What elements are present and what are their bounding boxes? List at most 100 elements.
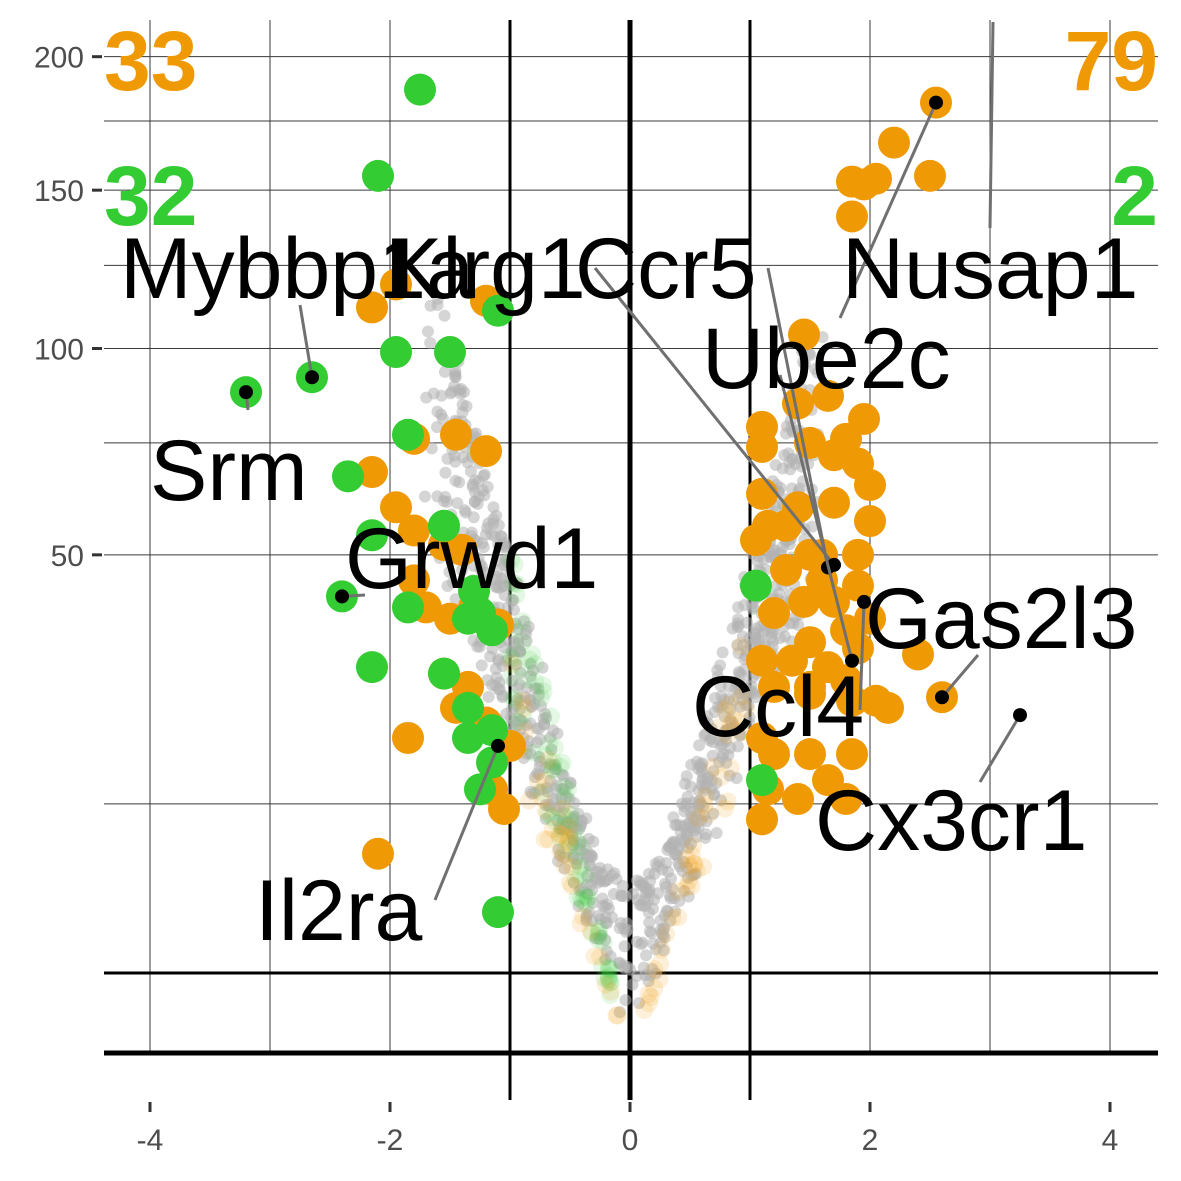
faint-green-point — [519, 670, 538, 689]
faint-orange-point — [715, 799, 734, 818]
axes: -4 -2 0 2 4 50 100 150 200 — [34, 42, 1118, 1157]
background-point — [690, 830, 703, 843]
faint-orange-point — [535, 771, 554, 790]
faint-green-point — [502, 551, 521, 570]
green-point — [482, 294, 514, 327]
faint-orange-point — [513, 691, 532, 710]
faint-green-point — [570, 865, 589, 884]
background-point — [536, 661, 549, 674]
orange-point — [758, 670, 790, 703]
background-point — [507, 594, 520, 607]
gene-label-ccr5: Ccr5 — [575, 221, 757, 317]
background-point — [534, 733, 547, 746]
background-point — [545, 743, 558, 756]
faint-orange-point — [539, 830, 558, 849]
orange-point — [746, 644, 778, 677]
faint-orange-point — [696, 787, 715, 806]
faint-green-point — [543, 759, 562, 778]
faint-orange-point — [601, 982, 620, 1001]
background-point — [715, 690, 728, 703]
faint-green-point — [505, 691, 524, 710]
faint-green-point — [561, 835, 580, 854]
y-tick-label: 150 — [34, 175, 84, 208]
background-point — [693, 795, 706, 808]
labeled-gene-point — [1013, 708, 1027, 723]
background-point — [446, 576, 459, 589]
background-point — [478, 468, 491, 481]
green-point — [452, 721, 484, 754]
background-point — [431, 421, 444, 434]
background-point — [523, 693, 536, 706]
background-point — [508, 603, 521, 616]
orange-point — [788, 585, 820, 618]
background-point — [475, 659, 488, 672]
background-point — [581, 887, 594, 900]
background-point — [468, 495, 481, 508]
green-point — [392, 418, 424, 451]
background-point — [733, 700, 746, 713]
faint-orange-point — [687, 861, 706, 880]
background-point — [643, 916, 656, 929]
background-point — [610, 873, 623, 886]
faint-green-point — [600, 959, 619, 978]
background-point — [726, 622, 739, 635]
background-point — [621, 961, 634, 974]
faint-orange-point — [704, 757, 723, 776]
gene-label-ube2c: Ube2c — [702, 311, 951, 407]
background-point — [700, 778, 713, 791]
orange-point — [380, 268, 412, 301]
background-point — [615, 889, 628, 902]
faint-green-point — [578, 889, 597, 908]
background-point — [523, 735, 536, 748]
leader-line — [978, 714, 1022, 783]
background-point — [640, 949, 653, 962]
y-tick-label: 200 — [34, 42, 84, 75]
background-point — [539, 812, 552, 825]
faint-orange-point — [552, 825, 571, 844]
faint-green-point — [552, 820, 571, 839]
faint-orange-point — [608, 1006, 627, 1025]
faint-orange-point — [724, 710, 743, 729]
x-tick-label: -4 — [137, 1124, 164, 1157]
background-point — [582, 832, 595, 845]
background-point — [751, 555, 764, 568]
background-point — [716, 751, 729, 764]
faint-orange-point — [529, 772, 548, 791]
background-point — [631, 894, 644, 907]
background-point — [558, 783, 571, 796]
orange-point — [878, 126, 910, 159]
faint-green-point — [513, 612, 532, 631]
faint-green-point — [546, 812, 565, 831]
x-tick-label: 4 — [1102, 1124, 1119, 1157]
background-point — [456, 564, 469, 577]
count-upper-left: 32 — [104, 149, 197, 243]
background-point — [497, 571, 510, 584]
background-point — [544, 758, 557, 771]
faint-orange-point — [533, 789, 552, 808]
faint-orange-point — [736, 700, 755, 719]
background-point — [769, 459, 782, 472]
faint-orange-point — [535, 830, 554, 849]
background-point — [556, 768, 569, 781]
corner-counts: 33 79 32 2 — [104, 14, 1158, 243]
faint-green-point — [555, 807, 574, 826]
faint-green-point — [589, 923, 608, 942]
labeled-gene-point — [491, 738, 505, 753]
gene-label-klrg1: Klrg1 — [385, 221, 586, 317]
faint-orange-point — [635, 1001, 654, 1020]
background-point — [765, 547, 778, 560]
y-tick-label: 100 — [34, 333, 84, 366]
background-point — [782, 447, 795, 460]
faint-green-point — [533, 676, 552, 695]
faint-orange-point — [581, 922, 600, 941]
orange-point — [812, 379, 844, 412]
background-point — [724, 703, 737, 716]
background-point — [524, 670, 537, 683]
background-point — [431, 292, 444, 305]
faint-green-point — [508, 712, 527, 731]
green-point — [746, 764, 778, 797]
faint-green-point — [542, 808, 561, 827]
background-point — [765, 626, 778, 639]
labeled-gene-point — [935, 690, 949, 705]
background-point — [424, 336, 437, 349]
